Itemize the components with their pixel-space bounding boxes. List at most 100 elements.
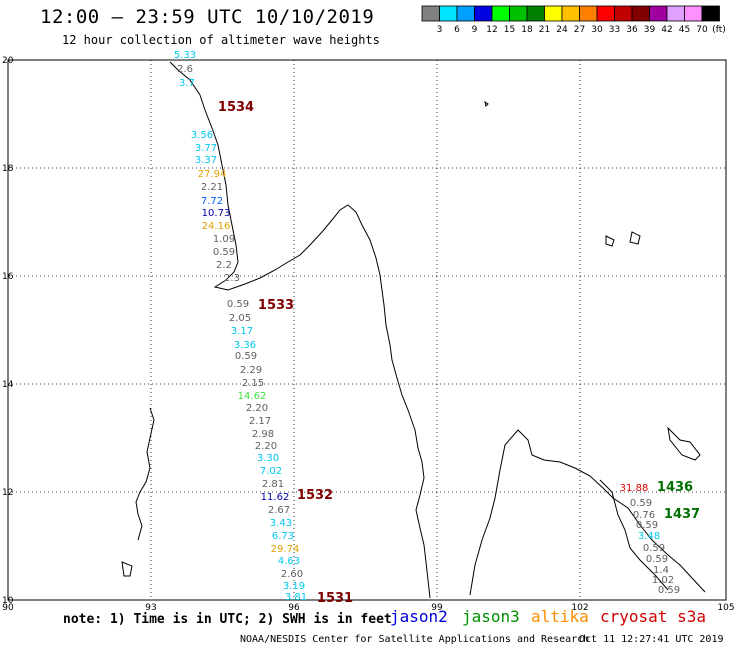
- coastlines: [121, 61, 706, 599]
- track-id-label: 1533: [258, 298, 294, 313]
- wave-height-label: 2.60: [281, 569, 303, 580]
- legend-bin-label: 33: [609, 25, 620, 35]
- wave-height-label: 0.59: [658, 585, 680, 596]
- wave-height-label: 4.63: [278, 556, 300, 567]
- track-id-label: 1532: [297, 488, 333, 503]
- wave-height-label: 3.19: [283, 581, 305, 592]
- latitude-tick-label: 14: [2, 380, 14, 390]
- wave-height-label: 2.21: [201, 182, 223, 193]
- wave-height-label: 2.2: [216, 260, 232, 271]
- wave-height-label: 3.56: [191, 130, 213, 141]
- wave-height-label: 3.7: [179, 78, 195, 89]
- legend-swatch: [614, 5, 633, 22]
- legend-bin-label: 15: [504, 25, 515, 35]
- legend-swatch: [491, 5, 510, 22]
- wave-height-label: 7.72: [201, 196, 223, 207]
- altimeter-observations: 5.332.63.715343.563.773.3727.942.217.721…: [174, 50, 700, 606]
- map-subtitle: 12 hour collection of altimeter wave hei…: [62, 33, 380, 47]
- legend-jason2: jason2: [390, 607, 448, 626]
- axis-tick-labels: 90 93 96 99 102 105 20 18 16 14 12 10: [2, 56, 735, 613]
- wave-height-label: 2.81: [262, 479, 284, 490]
- cambodia-coast: [599, 479, 669, 591]
- wave-height-label: 31.88: [620, 483, 649, 494]
- legend-bin-label: 6: [454, 25, 460, 35]
- legend-bin-label: 9: [472, 25, 478, 35]
- legend-swatch: [649, 5, 668, 22]
- wave-height-label: 10.73: [202, 208, 231, 219]
- footer-note: note: 1) Time is in UTC; 2) SWH is in fe…: [63, 612, 392, 627]
- legend-swatch: [509, 5, 528, 22]
- wave-height-label: 0.59: [213, 247, 235, 258]
- wave-height-label: 2.29: [240, 365, 262, 376]
- wave-height-label: 3.17: [231, 326, 253, 337]
- legend-cryosat-s3a: cryosat s3a: [600, 607, 706, 626]
- bay-island-1: [605, 235, 615, 247]
- wave-height-label: 1.02: [652, 575, 674, 586]
- myanmar-coastline: [169, 61, 431, 599]
- legend-swatch: [544, 5, 563, 22]
- longitude-tick-label: 102: [571, 603, 588, 613]
- wave-height-label: 3.37: [195, 155, 217, 166]
- legend-bin-label: 21: [539, 25, 550, 35]
- legend-bin-label: 30: [591, 25, 603, 35]
- wave-height-label: 14.62: [238, 391, 267, 402]
- wave-height-label: 27.94: [198, 169, 227, 180]
- legend-bin-label: 27: [574, 25, 585, 35]
- wave-height-label: 3.81: [285, 592, 307, 603]
- longitude-tick-label: 96: [288, 603, 300, 613]
- wave-height-label: 2.17: [249, 416, 271, 427]
- latitude-tick-label: 10: [2, 596, 14, 606]
- legend-bin-label: 24: [556, 25, 568, 35]
- wave-height-label: 3.36: [234, 340, 256, 351]
- wave-height-label: 0.59: [630, 498, 652, 509]
- legend-swatch: [631, 5, 650, 22]
- longitude-tick-label: 90: [2, 603, 14, 613]
- latitude-tick-label: 18: [2, 164, 14, 174]
- map-frame: [7, 59, 727, 601]
- legend-unit: (ft): [712, 25, 726, 35]
- wave-height-label: 5.33: [174, 50, 196, 61]
- legend-swatch: [561, 5, 580, 22]
- wave-height-label: 2.98: [252, 429, 274, 440]
- legend-swatch: [421, 5, 440, 22]
- wave-height-label: 11.62: [261, 492, 290, 503]
- legend-swatch: [701, 5, 720, 22]
- legend-bin-label: 39: [644, 25, 656, 35]
- andaman-islands: [135, 407, 155, 541]
- wave-height-label: 24.16: [202, 221, 231, 232]
- legend-bin-label: 18: [521, 25, 533, 35]
- wave-height-label: 3.30: [257, 453, 279, 464]
- wave-height-label: 0.76: [633, 510, 655, 521]
- legend-swatch: [684, 5, 703, 22]
- map-title: 12:00 – 23:59 UTC 10/10/2019: [40, 6, 375, 28]
- legend-bin-label: 70: [696, 25, 708, 35]
- wave-height-label: 2.67: [268, 505, 290, 516]
- longitude-tick-label: 99: [431, 603, 443, 613]
- wave-height-label: 0.59: [235, 351, 257, 362]
- longitude-tick-label: 105: [717, 603, 734, 613]
- legend-swatch: [596, 5, 615, 22]
- legend-bin-label: 42: [661, 25, 672, 35]
- credit-line: NOAA/NESDIS Center for Satellite Applica…: [240, 634, 590, 645]
- wave-height-label: 3.48: [638, 531, 660, 542]
- legend-altika: altika: [531, 607, 589, 626]
- track-id-label: 1437: [664, 507, 700, 522]
- wave-height-label: 2.05: [229, 313, 251, 324]
- legend-jason3: jason3: [462, 607, 520, 626]
- generation-timestamp: Oct 11 12:27:41 UTC 2019: [579, 634, 724, 645]
- legend-swatch: [456, 5, 475, 22]
- longitude-tick-label: 93: [145, 603, 156, 613]
- legend-swatch: [526, 5, 545, 22]
- wave-height-label: 0.59: [636, 520, 658, 531]
- wave-height-label: 7.02: [260, 466, 282, 477]
- wave-height-label: 2.20: [246, 403, 268, 414]
- bay-island-3: [484, 100, 489, 107]
- bay-island-2: [629, 231, 641, 245]
- legend-swatch: [474, 5, 493, 22]
- wave-height-label: 2.3: [224, 273, 240, 284]
- legend-swatch: [579, 5, 598, 22]
- latitude-tick-label: 12: [2, 488, 13, 498]
- legend-bin-label: 45: [679, 25, 690, 35]
- thai-gulf-coast: [469, 429, 706, 596]
